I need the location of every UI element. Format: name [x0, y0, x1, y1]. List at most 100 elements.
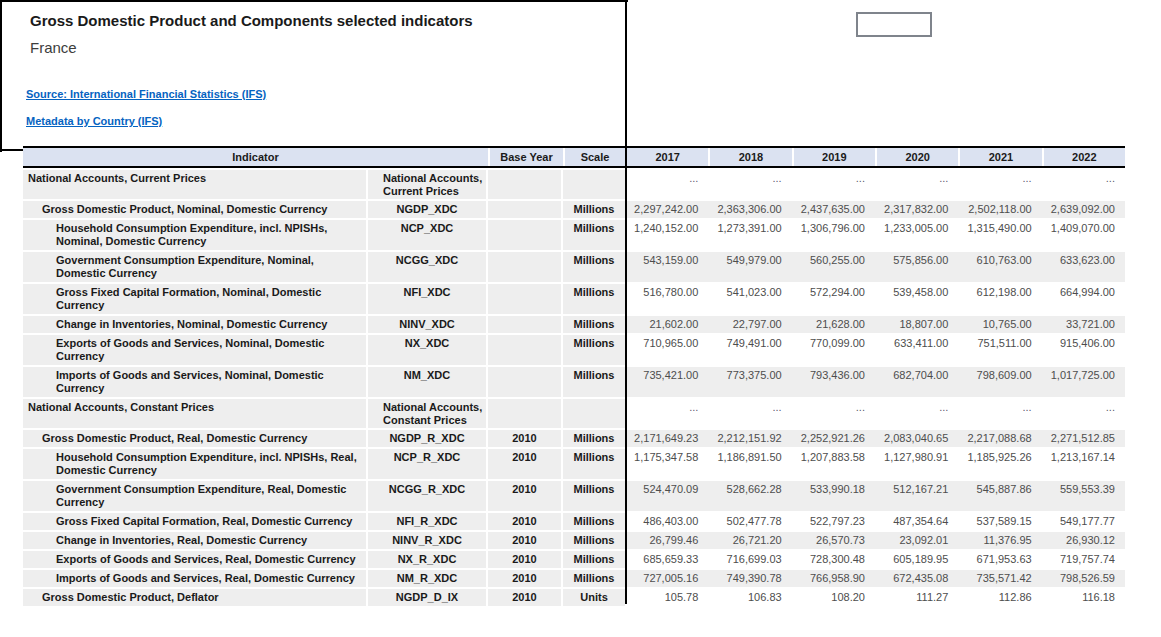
value-2020: 1,233,005.00: [875, 220, 958, 250]
indicator-code: NINV_R_XDC: [368, 532, 488, 549]
value-2017: 516,780.00: [625, 284, 708, 314]
indicator-name: Household Consumption Expenditure, incl.…: [23, 220, 368, 250]
value-2020: 672,435.08: [875, 570, 958, 587]
indicators-table: Indicator Base Year Scale 2017 2018 2019…: [23, 146, 1125, 606]
value-2017: 26,799.46: [625, 532, 708, 549]
value-2018: 26,721.20: [708, 532, 791, 549]
value-2021: ...: [958, 399, 1041, 428]
table-row: Change in Inventories, Real, Domestic Cu…: [23, 532, 1125, 549]
table-row: Household Consumption Expenditure, incl.…: [23, 449, 1125, 479]
indicator-name: Gross Domestic Product, Deflator: [23, 589, 368, 606]
scale-value: [563, 399, 625, 428]
value-2022: 549,177.77: [1042, 513, 1125, 530]
value-2022: 2,639,092.00: [1042, 201, 1125, 218]
value-2019: 26,570.73: [792, 532, 875, 549]
table-header-row: Indicator Base Year Scale 2017 2018 2019…: [23, 146, 1125, 168]
value-2021: 112.86: [958, 589, 1041, 606]
value-2019: ...: [792, 399, 875, 428]
frozen-pane-divider: [625, 0, 627, 604]
value-2018: 1,186,891.50: [708, 449, 791, 479]
value-2018: 749,390.78: [708, 570, 791, 587]
source-link[interactable]: Source: International Financial Statisti…: [26, 88, 266, 100]
base-year-value: [488, 335, 563, 365]
scale-value: Millions: [563, 430, 625, 447]
value-2017: 735,421.00: [625, 367, 708, 397]
indicator-code: NFI_R_XDC: [368, 513, 488, 530]
column-header-year-2017: 2017: [625, 148, 708, 166]
scale-value: Units: [563, 589, 625, 606]
indicator-name: Exports of Goods and Services, Real, Dom…: [23, 551, 368, 568]
base-year-value: 2010: [488, 532, 563, 549]
value-2020: 605,189.95: [875, 551, 958, 568]
section-row: National Accounts, Current PricesNationa…: [23, 170, 1125, 199]
value-2022: 1,213,167.14: [1042, 449, 1125, 479]
table-row: Government Consumption Expenditure, Real…: [23, 481, 1125, 511]
table-row: Government Consumption Expenditure, Nomi…: [23, 252, 1125, 282]
value-2021: 11,376.95: [958, 532, 1041, 549]
value-2019: 728,300.48: [792, 551, 875, 568]
value-2021: 671,953.63: [958, 551, 1041, 568]
metadata-link[interactable]: Metadata by Country (IFS): [26, 115, 162, 127]
scale-value: Millions: [563, 316, 625, 333]
indicator-code: NX_XDC: [368, 335, 488, 365]
base-year-value: [488, 284, 563, 314]
indicator-name: Gross Fixed Capital Formation, Nominal, …: [23, 284, 368, 314]
table-row: Imports of Goods and Services, Nominal, …: [23, 367, 1125, 397]
indicator-code: NCP_R_XDC: [368, 449, 488, 479]
indicator-code: NGDP_R_XDC: [368, 430, 488, 447]
indicator-code: NM_R_XDC: [368, 570, 488, 587]
column-header-scale: Scale: [563, 148, 625, 166]
value-2017: 685,659.33: [625, 551, 708, 568]
base-year-value: [488, 220, 563, 250]
indicator-code: NCGG_R_XDC: [368, 481, 488, 511]
value-2018: 502,477.78: [708, 513, 791, 530]
value-2022: 719,757.74: [1042, 551, 1125, 568]
value-2019: 572,294.00: [792, 284, 875, 314]
value-2019: 2,437,635.00: [792, 201, 875, 218]
value-2020: 682,704.00: [875, 367, 958, 397]
table-row: Gross Fixed Capital Formation, Real, Dom…: [23, 513, 1125, 530]
scale-value: Millions: [563, 201, 625, 218]
value-2020: 2,083,040.65: [875, 430, 958, 447]
indicator-name: Household Consumption Expenditure, incl.…: [23, 449, 368, 479]
indicator-code: NCGG_XDC: [368, 252, 488, 282]
value-2021: 2,502,118.00: [958, 201, 1041, 218]
base-year-value: 2010: [488, 570, 563, 587]
scale-value: Millions: [563, 570, 625, 587]
value-2017: 524,470.09: [625, 481, 708, 511]
value-2018: 541,023.00: [708, 284, 791, 314]
indicator-code: NGDP_XDC: [368, 201, 488, 218]
column-header-year-2022: 2022: [1042, 148, 1125, 166]
indicator-name: Gross Fixed Capital Formation, Real, Dom…: [23, 513, 368, 530]
indicator-code: National Accounts, Current Prices: [368, 170, 488, 199]
value-2019: 1,306,796.00: [792, 220, 875, 250]
empty-input-box[interactable]: [856, 12, 932, 37]
value-2022: ...: [1042, 399, 1125, 428]
column-header-year-2021: 2021: [958, 148, 1041, 166]
value-2021: 612,198.00: [958, 284, 1041, 314]
value-2019: 1,207,883.58: [792, 449, 875, 479]
value-2021: 545,887.86: [958, 481, 1041, 511]
value-2017: 543,159.00: [625, 252, 708, 282]
page-top-border: [0, 0, 628, 2]
scale-value: Millions: [563, 284, 625, 314]
indicator-code: NM_XDC: [368, 367, 488, 397]
base-year-value: 2010: [488, 430, 563, 447]
table-left-border-stub: [0, 149, 23, 151]
value-2019: ...: [792, 170, 875, 199]
value-2017: 486,403.00: [625, 513, 708, 530]
value-2020: 23,092.01: [875, 532, 958, 549]
value-2022: 33,721.00: [1042, 316, 1125, 333]
indicator-code: NFI_XDC: [368, 284, 488, 314]
value-2018: ...: [708, 399, 791, 428]
table-row: Exports of Goods and Services, Nominal, …: [23, 335, 1125, 365]
scale-value: Millions: [563, 335, 625, 365]
table-row: Imports of Goods and Services, Real, Dom…: [23, 570, 1125, 587]
value-2020: ...: [875, 170, 958, 199]
value-2017: 727,005.16: [625, 570, 708, 587]
value-2017: 1,175,347.58: [625, 449, 708, 479]
value-2018: 1,273,391.00: [708, 220, 791, 250]
indicator-code: NGDP_D_IX: [368, 589, 488, 606]
table-row: Gross Fixed Capital Formation, Nominal, …: [23, 284, 1125, 314]
value-2020: 2,317,832.00: [875, 201, 958, 218]
